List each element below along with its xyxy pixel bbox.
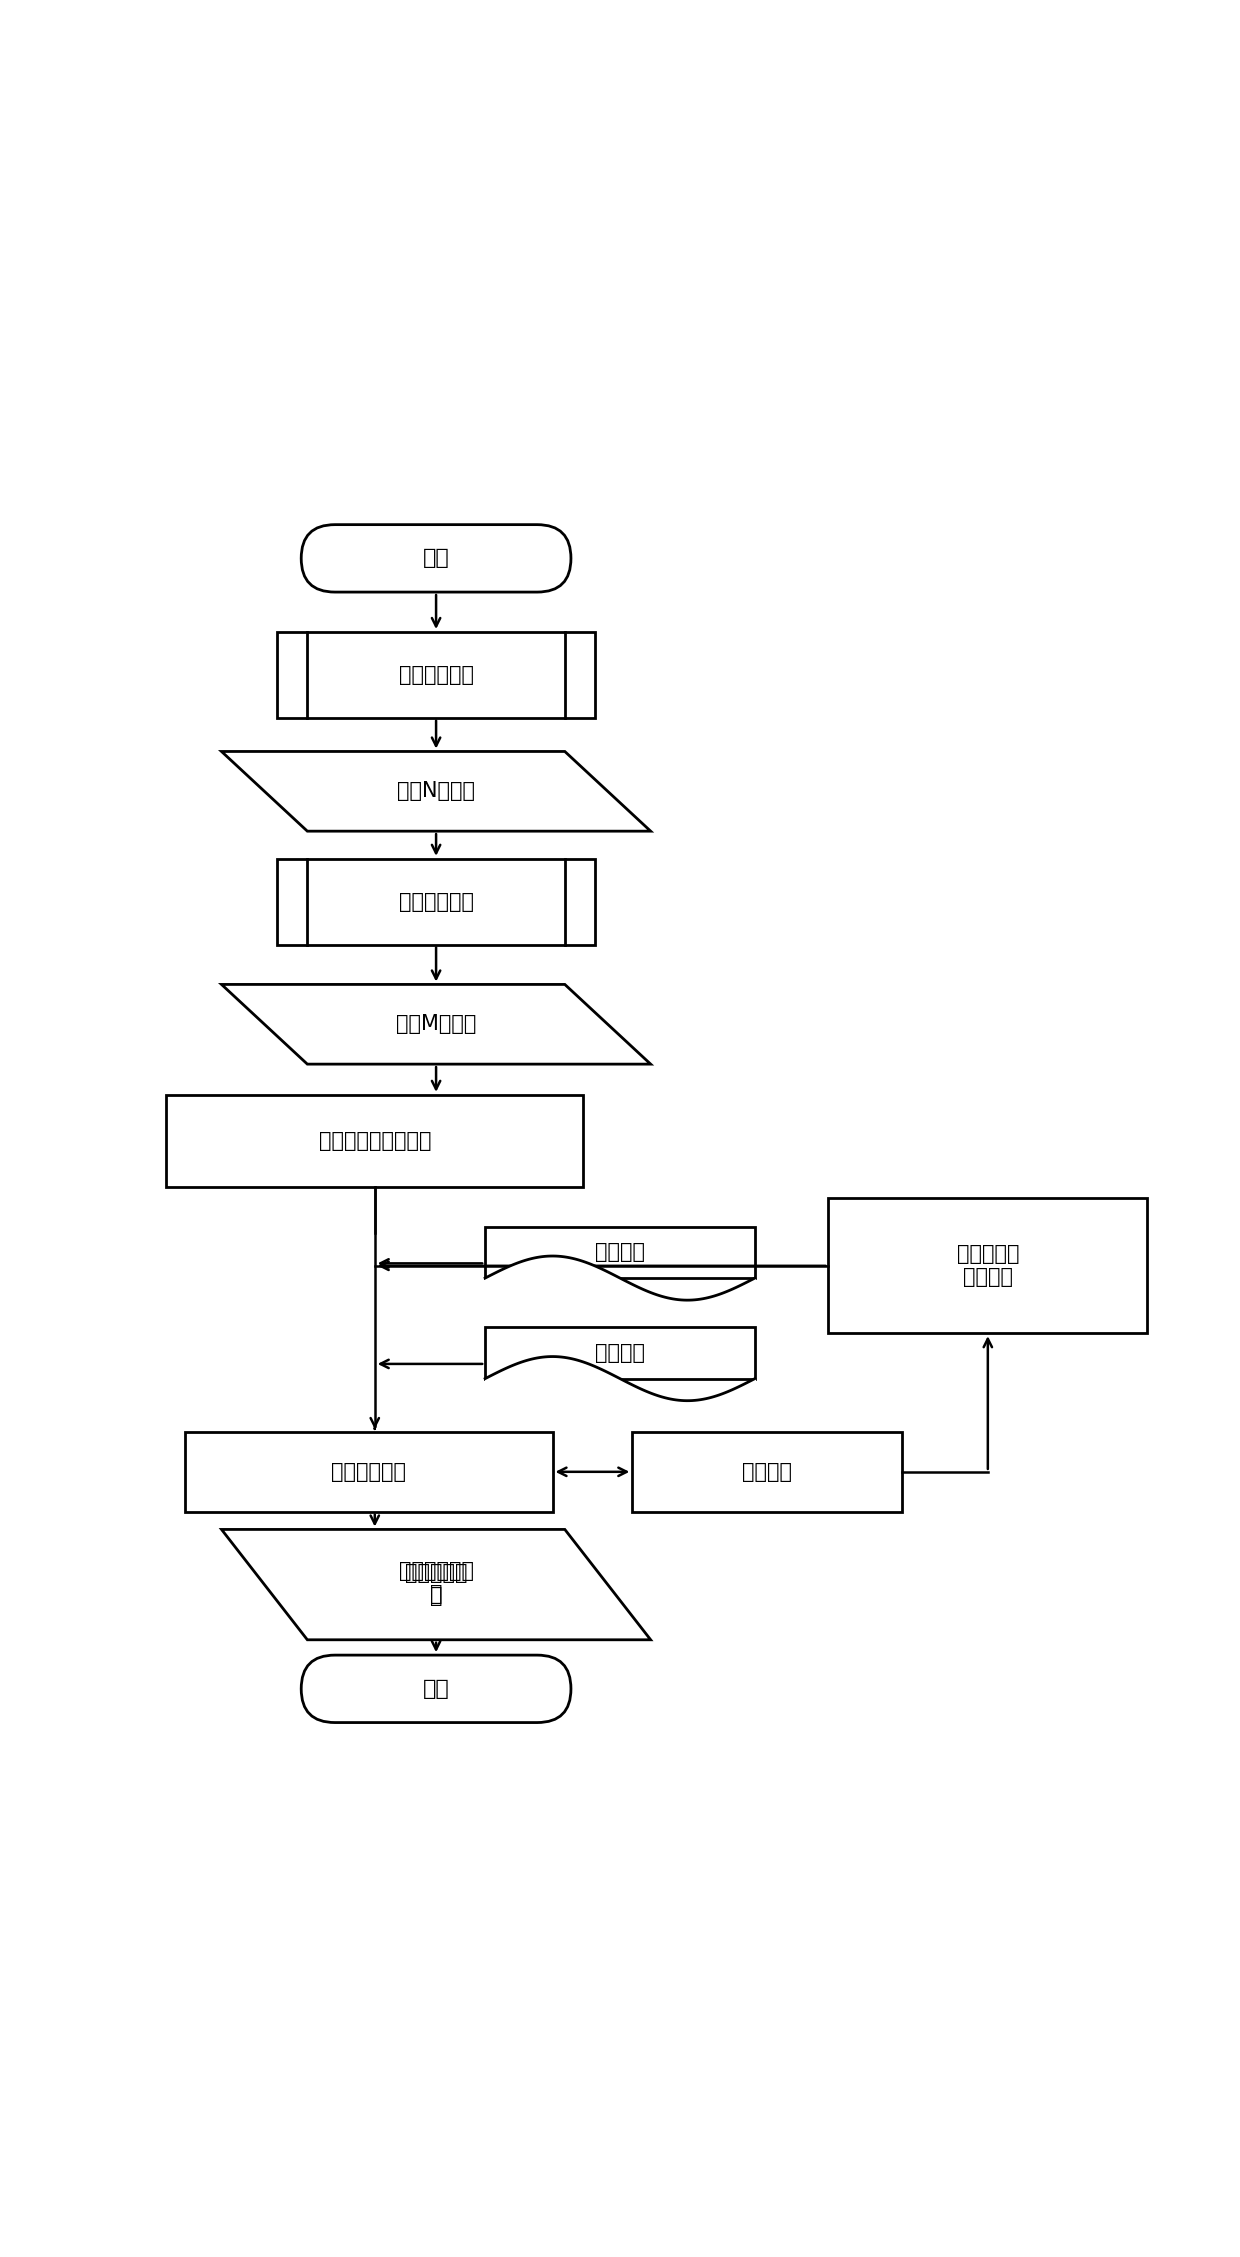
Text: 读取第一个小组信息: 读取第一个小组信息 <box>319 1131 432 1151</box>
Text: 测试算法: 测试算法 <box>595 1241 645 1262</box>
Text: 自动分组分析: 自动分组分析 <box>398 666 474 684</box>
Text: 分成N个小组: 分成N个小组 <box>397 781 475 801</box>
Text: 输出测试数据
据: 输出测试数据 据 <box>398 1560 474 1605</box>
Bar <box>485 1226 755 1277</box>
FancyBboxPatch shape <box>301 1654 570 1722</box>
Bar <box>632 1431 901 1512</box>
Text: 结束: 结束 <box>423 1679 449 1700</box>
Text: 测试设备: 测试设备 <box>742 1463 792 1483</box>
Bar <box>485 1327 755 1379</box>
Bar <box>185 1431 553 1512</box>
Bar <box>828 1198 1147 1334</box>
Text: 分成M个小组: 分成M个小组 <box>396 1013 476 1034</box>
FancyBboxPatch shape <box>301 524 570 591</box>
Bar <box>166 1095 583 1187</box>
Text: 测试计划: 测试计划 <box>595 1343 645 1363</box>
Text: 开始: 开始 <box>423 548 449 569</box>
Polygon shape <box>222 984 651 1063</box>
Text: 进行并行测试: 进行并行测试 <box>331 1463 407 1483</box>
Polygon shape <box>222 1530 651 1641</box>
Bar <box>277 632 595 718</box>
Polygon shape <box>222 752 651 831</box>
Text: 读取下一个
小组信息: 读取下一个 小组信息 <box>956 1244 1019 1286</box>
Text: 自动分组分析: 自动分组分析 <box>398 892 474 912</box>
Bar <box>277 858 595 946</box>
Text: 输出测试数
据: 输出测试数 据 <box>404 1564 467 1607</box>
